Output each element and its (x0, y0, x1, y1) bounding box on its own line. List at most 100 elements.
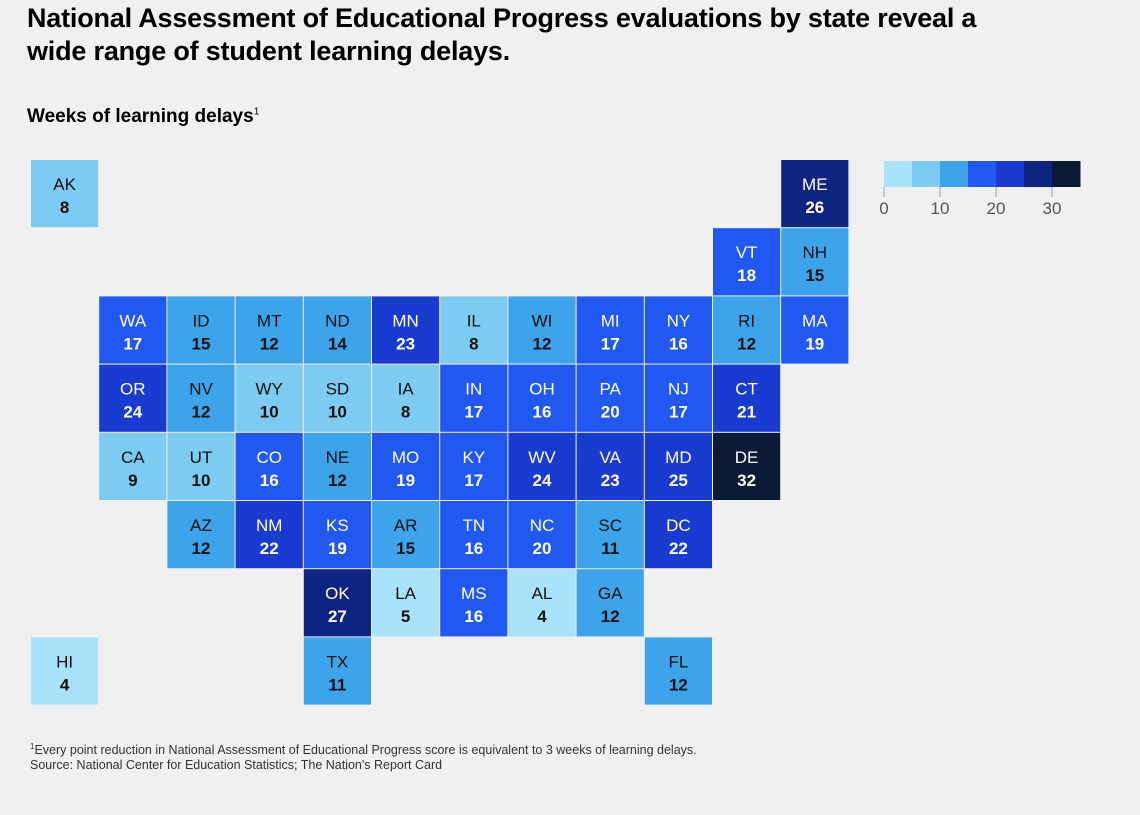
state-value: 19 (805, 334, 824, 353)
state-tile-rect (713, 228, 781, 296)
state-value: 10 (260, 403, 279, 422)
legend-swatch (968, 161, 997, 187)
state-tile-sd: SD 10 (303, 364, 371, 432)
state-abbr: MS (461, 584, 487, 603)
state-value: 16 (464, 539, 483, 558)
state-value: 22 (260, 539, 279, 558)
state-tile-rect (440, 569, 508, 637)
state-tile-rect (508, 364, 576, 432)
state-tile-rect (303, 296, 371, 364)
state-tile-mt: MT 12 (235, 296, 303, 364)
state-value: 14 (328, 334, 347, 353)
state-abbr: AK (53, 175, 76, 194)
state-abbr: NV (189, 380, 213, 399)
state-tile-rect (440, 501, 508, 569)
state-tile-rect (167, 432, 235, 500)
state-abbr: RI (738, 311, 755, 330)
state-value: 17 (669, 403, 688, 422)
state-tile-rect (372, 296, 440, 364)
state-tile-rect (372, 364, 440, 432)
state-abbr: FL (668, 652, 688, 671)
state-value: 12 (533, 334, 552, 353)
state-value: 23 (601, 471, 620, 490)
state-value: 10 (328, 403, 347, 422)
legend-swatch (884, 161, 913, 187)
state-value: 12 (192, 539, 211, 558)
legend-tick-label: 20 (987, 199, 1006, 218)
legend-swatch (912, 161, 941, 187)
state-tile-az: AZ 12 (167, 501, 235, 569)
state-tile-nj: NJ 17 (644, 364, 712, 432)
state-tile-id: ID 15 (167, 296, 235, 364)
state-abbr: WV (528, 448, 556, 467)
state-tile-nm: NM 22 (235, 501, 303, 569)
state-abbr: WA (119, 311, 146, 330)
state-tile-rect (713, 364, 781, 432)
subtitle-footnote-mark: 1 (253, 106, 260, 118)
state-tile-md: MD 25 (644, 432, 712, 500)
state-abbr: WY (256, 380, 283, 399)
state-value: 26 (805, 198, 824, 217)
state-value: 24 (533, 471, 552, 490)
state-tile-rect (440, 432, 508, 500)
state-tile-rect (713, 432, 781, 500)
state-value: 4 (60, 675, 70, 694)
state-tile-me: ME 26 (781, 160, 849, 228)
state-abbr: VA (599, 448, 621, 467)
state-value: 23 (396, 334, 415, 353)
state-tile-ne: NE 12 (303, 432, 371, 500)
state-value: 16 (464, 607, 483, 626)
state-tile-il: IL 8 (440, 296, 508, 364)
state-value: 17 (464, 403, 483, 422)
state-tile-mn: MN 23 (372, 296, 440, 364)
state-tile-wi: WI 12 (508, 296, 576, 364)
state-tile-wa: WA 17 (99, 296, 167, 364)
state-abbr: MI (601, 311, 620, 330)
state-tile-vt: VT 18 (713, 228, 781, 296)
state-value: 32 (737, 471, 756, 490)
footnote-text: Every point reduction in National Assess… (34, 743, 697, 758)
footnote-block: 1Every point reduction in National Asses… (30, 739, 697, 773)
state-value: 5 (401, 607, 410, 626)
state-abbr: NJ (668, 380, 689, 399)
state-tile-rect (99, 296, 167, 364)
subtitle-text: Weeks of learning delays (27, 106, 254, 127)
state-abbr: NY (667, 311, 691, 330)
state-tile-rect (644, 432, 712, 500)
state-tile-rect (713, 296, 781, 364)
state-abbr: TN (462, 516, 485, 535)
state-tile-rect (31, 637, 99, 705)
state-tile-ak: AK 8 (31, 160, 99, 228)
state-abbr: NE (326, 448, 350, 467)
state-tile-ny: NY 16 (644, 296, 712, 364)
state-value: 17 (601, 334, 620, 353)
state-tile-va: VA 23 (576, 432, 644, 500)
source-text: Source: National Center for Education St… (30, 758, 443, 773)
state-value: 16 (260, 471, 279, 490)
legend-swatch (940, 161, 969, 187)
state-abbr: MO (392, 448, 419, 467)
state-abbr: HI (56, 652, 73, 671)
state-tile-la: LA 5 (372, 569, 440, 637)
state-abbr: ND (325, 311, 350, 330)
state-abbr: AZ (190, 516, 212, 535)
state-tile-rect (99, 364, 167, 432)
state-abbr: NC (530, 516, 555, 535)
state-tile-wv: WV 24 (508, 432, 576, 500)
state-tile-rect (508, 296, 576, 364)
state-abbr: VT (736, 243, 758, 262)
footnote-line: 1Every point reduction in National Asses… (30, 739, 697, 758)
state-value: 19 (396, 471, 415, 490)
state-tile-rect (372, 432, 440, 500)
legend-tick-label: 0 (879, 199, 888, 218)
state-tile-rect (167, 364, 235, 432)
state-value: 9 (128, 471, 137, 490)
state-value: 27 (328, 607, 347, 626)
state-value: 12 (260, 334, 279, 353)
state-abbr: IL (467, 311, 481, 330)
state-tile-rect (440, 364, 508, 432)
state-tile-mi: MI 17 (576, 296, 644, 364)
state-value: 11 (328, 675, 346, 694)
state-tile-rect (576, 501, 644, 569)
